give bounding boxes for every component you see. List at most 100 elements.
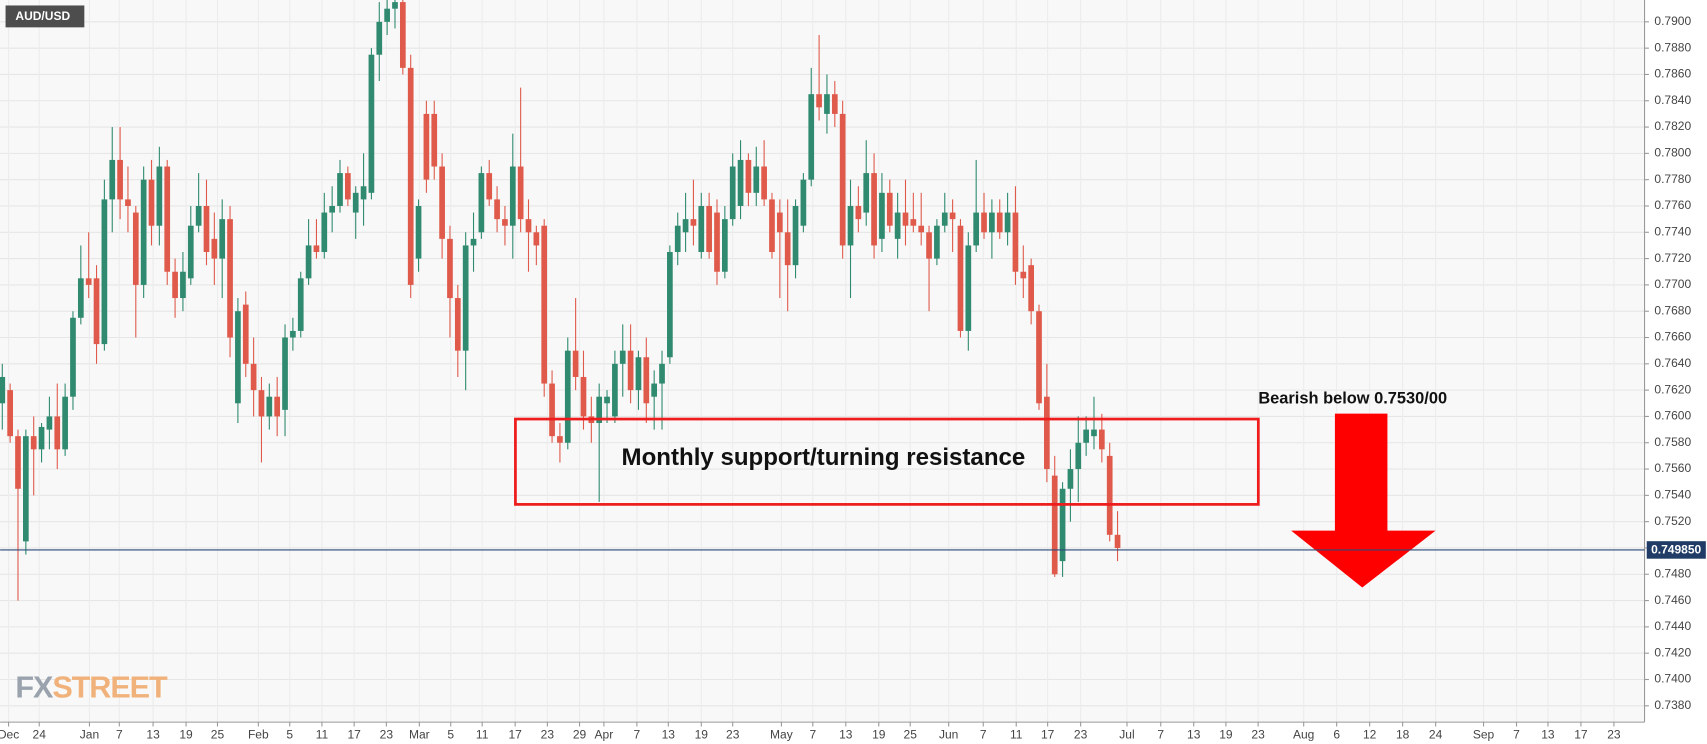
candle-body	[54, 416, 61, 450]
x-tick-label: 7	[634, 727, 641, 741]
candle-body	[643, 357, 650, 404]
watermark-fx: FX	[15, 670, 54, 704]
candle-body	[109, 159, 116, 200]
candle-body	[376, 21, 383, 55]
candle-body	[1106, 455, 1113, 535]
x-tick-label: 23	[1607, 727, 1621, 741]
y-tick-label: 0.7640	[1654, 356, 1691, 370]
candle-body	[1051, 475, 1058, 575]
candle-body	[769, 199, 775, 253]
candle-body	[1114, 534, 1121, 548]
x-tick-label: Mar	[409, 727, 430, 741]
candle-body	[941, 212, 948, 226]
y-tick-label: 0.7900	[1654, 14, 1691, 28]
y-tick-label: 0.7400	[1654, 672, 1691, 686]
plot-area	[0, 0, 1644, 722]
candle-body	[392, 2, 398, 9]
candle-body	[235, 311, 241, 404]
candle-body	[219, 219, 226, 259]
candle-body	[714, 212, 720, 272]
candle-body	[729, 166, 736, 220]
x-tick-label: 13	[662, 727, 676, 741]
y-tick-label: 0.7420	[1654, 645, 1691, 659]
candle-body	[1067, 469, 1074, 489]
candle-body	[753, 166, 760, 193]
candle-body	[596, 396, 603, 424]
candle-body	[203, 205, 210, 253]
x-tick-label: 7	[809, 727, 816, 741]
candle-body	[62, 396, 68, 450]
y-tick-label: 0.7740	[1654, 224, 1691, 238]
candle-body	[195, 205, 202, 226]
candle-body	[117, 159, 123, 200]
candle-body	[808, 94, 815, 180]
y-tick-label: 0.7460	[1654, 593, 1691, 607]
x-tick-label: 5	[286, 727, 293, 741]
x-tick-label: Sep	[1473, 727, 1495, 741]
x-tick-label: May	[770, 727, 793, 741]
candle-body	[981, 212, 987, 233]
candle-body	[564, 350, 571, 443]
candle-body	[180, 271, 186, 299]
y-tick-label: 0.7700	[1654, 277, 1691, 291]
y-tick-label: 0.7620	[1654, 382, 1691, 396]
candle-body	[502, 219, 508, 226]
candle-body	[321, 212, 328, 253]
x-tick-label: 11	[1010, 727, 1023, 741]
candle-body	[831, 94, 838, 114]
candle-body	[855, 205, 862, 220]
candle-body	[368, 54, 375, 193]
x-tick-label: 13	[1187, 727, 1201, 741]
candle-body	[140, 179, 147, 285]
candle-body	[431, 113, 438, 167]
candle-body	[886, 192, 893, 226]
y-tick-label: 0.7780	[1654, 172, 1691, 186]
candle-body	[824, 94, 830, 114]
down-arrow	[1291, 413, 1436, 588]
x-tick-label: Jul	[1119, 727, 1134, 741]
x-tick-label: 7	[116, 727, 123, 741]
x-tick-label: 17	[1041, 727, 1055, 741]
candle-body	[1044, 396, 1050, 470]
candle-body	[172, 271, 178, 299]
x-tick-label: 7	[980, 727, 987, 741]
candle-body	[659, 363, 665, 384]
candle-body	[242, 304, 249, 364]
candle-body	[745, 159, 752, 193]
axes: 0.7380 0.7400 0.7420 0.7440 0.7460 0.7480 0.75…	[0, 14, 1706, 741]
candle-body	[494, 199, 500, 220]
candle-body	[486, 173, 493, 200]
candle-body	[462, 245, 469, 351]
candle-body	[989, 212, 995, 233]
y-tick-label: 0.7760	[1654, 198, 1691, 212]
candle-body	[360, 186, 367, 200]
candle-body	[132, 212, 139, 285]
candle-body	[682, 219, 689, 233]
x-tick-label: 7	[1513, 727, 1520, 741]
candle-body	[572, 350, 579, 377]
candle-body	[879, 192, 885, 239]
y-tick-label: 0.7800	[1654, 146, 1691, 160]
candle-body	[156, 166, 163, 226]
candle-body	[1083, 429, 1089, 443]
candle-body	[816, 94, 822, 108]
candle-body	[282, 337, 288, 410]
y-tick-label: 0.7600	[1654, 409, 1691, 423]
x-tick-label: 19	[179, 727, 193, 741]
symbol: AUD/USD	[15, 9, 70, 23]
x-tick-label: Apr	[595, 727, 614, 741]
candle-body	[863, 173, 870, 213]
candle-body	[549, 383, 555, 437]
candle-body	[211, 238, 218, 259]
candle-body	[297, 278, 304, 331]
candle-body	[517, 166, 524, 220]
candle-body	[415, 205, 422, 259]
candle-body	[949, 212, 956, 220]
candle-body	[30, 436, 37, 450]
candle-body	[1075, 442, 1082, 470]
candle-body	[776, 212, 783, 233]
x-tick-label: 29	[573, 727, 587, 741]
x-tick-label: 17	[347, 727, 361, 741]
